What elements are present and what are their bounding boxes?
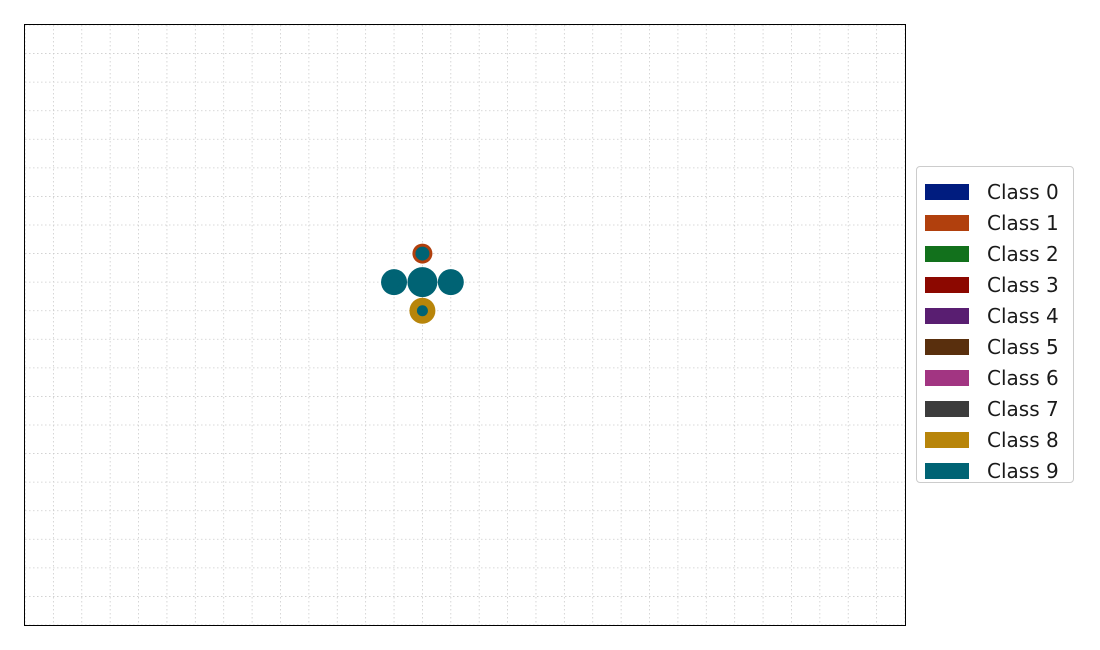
legend-label: Class 8 <box>987 427 1059 452</box>
legend-swatch <box>925 431 969 448</box>
legend-label: Class 9 <box>987 458 1059 483</box>
legend-entry: Class 3 <box>925 269 1073 300</box>
legend-label: Class 4 <box>987 303 1059 328</box>
legend-label: Class 7 <box>987 396 1059 421</box>
legend-swatch <box>925 338 969 355</box>
legend: Class 0 Class 1 Class 2 Class 3 Class 4 Class… <box>916 166 1074 483</box>
legend-label: Class 2 <box>987 241 1059 266</box>
legend-swatch <box>925 400 969 417</box>
scatter-point-core <box>416 305 428 317</box>
legend-entry: Class 8 <box>925 424 1073 455</box>
legend-entry: Class 0 <box>925 176 1073 207</box>
legend-swatch <box>925 214 969 231</box>
scatter-point-core <box>388 276 400 288</box>
scatter-point <box>409 297 436 324</box>
legend-entry: Class 9 <box>925 455 1073 486</box>
scatter-points <box>381 243 464 324</box>
legend-label: Class 3 <box>987 272 1059 297</box>
scatter-point <box>381 269 408 296</box>
legend-entry: Class 5 <box>925 331 1073 362</box>
legend-label: Class 5 <box>987 334 1059 359</box>
legend-entry: Class 1 <box>925 207 1073 238</box>
legend-label: Class 1 <box>987 210 1059 235</box>
legend-swatch <box>925 369 969 386</box>
scatter-point-core <box>445 276 457 288</box>
legend-swatch <box>925 307 969 324</box>
plot-area-frame <box>24 24 906 626</box>
scatter-point <box>407 267 438 298</box>
legend-swatch <box>925 183 969 200</box>
legend-swatch <box>925 462 969 479</box>
legend-label: Class 0 <box>987 179 1059 204</box>
legend-swatch <box>925 245 969 262</box>
legend-entry: Class 2 <box>925 238 1073 269</box>
legend-entry: Class 4 <box>925 300 1073 331</box>
scatter-point <box>437 269 464 296</box>
legend-entry: Class 7 <box>925 393 1073 424</box>
scatter-point-core <box>415 246 430 261</box>
scatter-point <box>412 243 433 264</box>
legend-swatch <box>925 276 969 293</box>
legend-entry: Class 6 <box>925 362 1073 393</box>
scatter-point-core <box>409 269 436 296</box>
legend-label: Class 6 <box>987 365 1059 390</box>
grid-lines <box>24 24 906 626</box>
